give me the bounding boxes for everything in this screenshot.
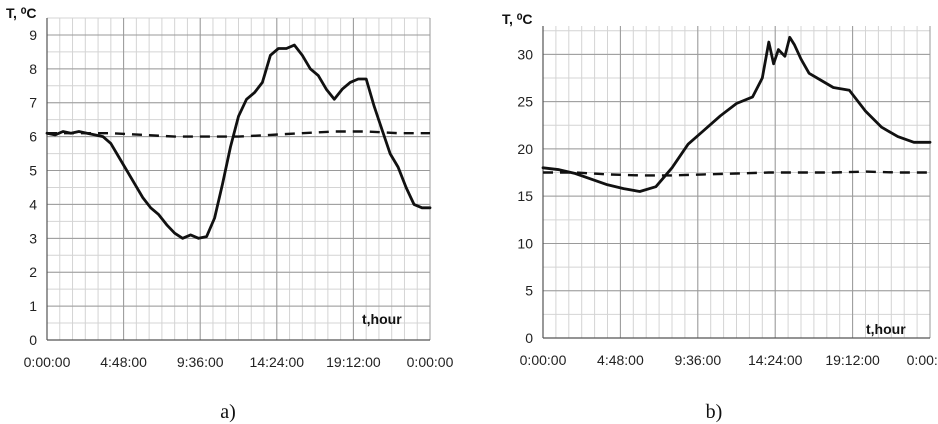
chart-a-series-dashed-line — [47, 130, 430, 138]
chart-b-series-dashed-line — [543, 170, 930, 177]
chart-b-x-tick-label: 14:24:00 — [748, 352, 803, 368]
chart-a-x-tick-label: 14:24:00 — [250, 354, 305, 370]
chart-a-y-tick-label: 7 — [29, 95, 37, 111]
chart-b-y-tick-label: 5 — [525, 283, 533, 299]
chart-a-y-tick-label: 9 — [29, 27, 37, 43]
chart-b-y-tick-label: 30 — [517, 46, 533, 62]
chart-b-x-tick-label: 0:00:00 — [907, 352, 938, 368]
chart-a-lines — [45, 43, 432, 240]
chart-b-series-solid-line — [541, 35, 932, 193]
chart-b-caption: b) — [706, 401, 723, 423]
chart-b-y-tick-label: 25 — [517, 94, 533, 110]
chart-a-x-tick-label: 9:36:00 — [177, 354, 224, 370]
chart-a-y-tick-label: 4 — [29, 196, 37, 212]
chart-a-y-tick-label: 8 — [29, 61, 37, 77]
chart-b-x-ticks: 0:00:00 4:48:00 9:36:00 14:24:00 19:12:00 0:0… — [520, 352, 938, 368]
chart-a-caption: a) — [220, 401, 236, 423]
chart-b-y-tick-label: 15 — [517, 188, 533, 204]
chart-a-x-tick-label: 0:00:00 — [24, 354, 71, 370]
chart-a-series-solid-line — [45, 43, 432, 240]
chart-a-x-ticks: 0:00:00 4:48:00 9:36:00 14:24:00 19:12:00 0:0… — [24, 354, 454, 370]
chart-a-y-tick-label: 6 — [29, 129, 37, 145]
chart-b-lines — [541, 35, 932, 193]
chart-b-x-axis-label: t,hour — [866, 321, 906, 337]
chart-a-y-tick-label: 1 — [29, 298, 37, 314]
chart-a: 0 1 2 3 4 5 6 7 8 9 0:00:00 4:48:00 9:36:00 14:24:00… — [6, 5, 454, 423]
chart-b-y-ticks: 0 5 10 15 20 25 30 — [517, 46, 533, 346]
chart-b-x-tick-label: 9:36:00 — [674, 352, 721, 368]
chart-b-x-tick-label: 19:12:00 — [825, 352, 880, 368]
chart-a-y-tick-label: 5 — [29, 163, 37, 179]
chart-a-y-axis-label: T, ⁰C — [6, 5, 37, 21]
chart-b: 0 5 10 15 20 25 30 0:00:00 4:48:00 9:36:00 14:24:… — [502, 11, 938, 423]
chart-a-x-tick-label: 19:12:00 — [326, 354, 381, 370]
chart-a-x-axis-label: t,hour — [362, 311, 402, 327]
chart-a-y-tick-label: 3 — [29, 230, 37, 246]
chart-a-y-tick-label: 0 — [29, 332, 37, 348]
chart-a-x-tick-label: 4:48:00 — [100, 354, 147, 370]
chart-b-y-tick-label: 20 — [517, 141, 533, 157]
chart-b-y-axis-label: T, ⁰C — [502, 11, 533, 27]
chart-a-x-tick-label: 0:00:00 — [407, 354, 454, 370]
chart-a-y-ticks: 0 1 2 3 4 5 6 7 8 9 — [29, 27, 37, 348]
chart-a-y-tick-label: 2 — [29, 264, 37, 280]
chart-b-x-tick-label: 0:00:00 — [520, 352, 567, 368]
chart-a-grid — [46, 17, 431, 341]
chart-b-x-tick-label: 4:48:00 — [597, 352, 644, 368]
chart-b-y-tick-label: 10 — [517, 235, 533, 251]
chart-b-y-tick-label: 0 — [525, 330, 533, 346]
